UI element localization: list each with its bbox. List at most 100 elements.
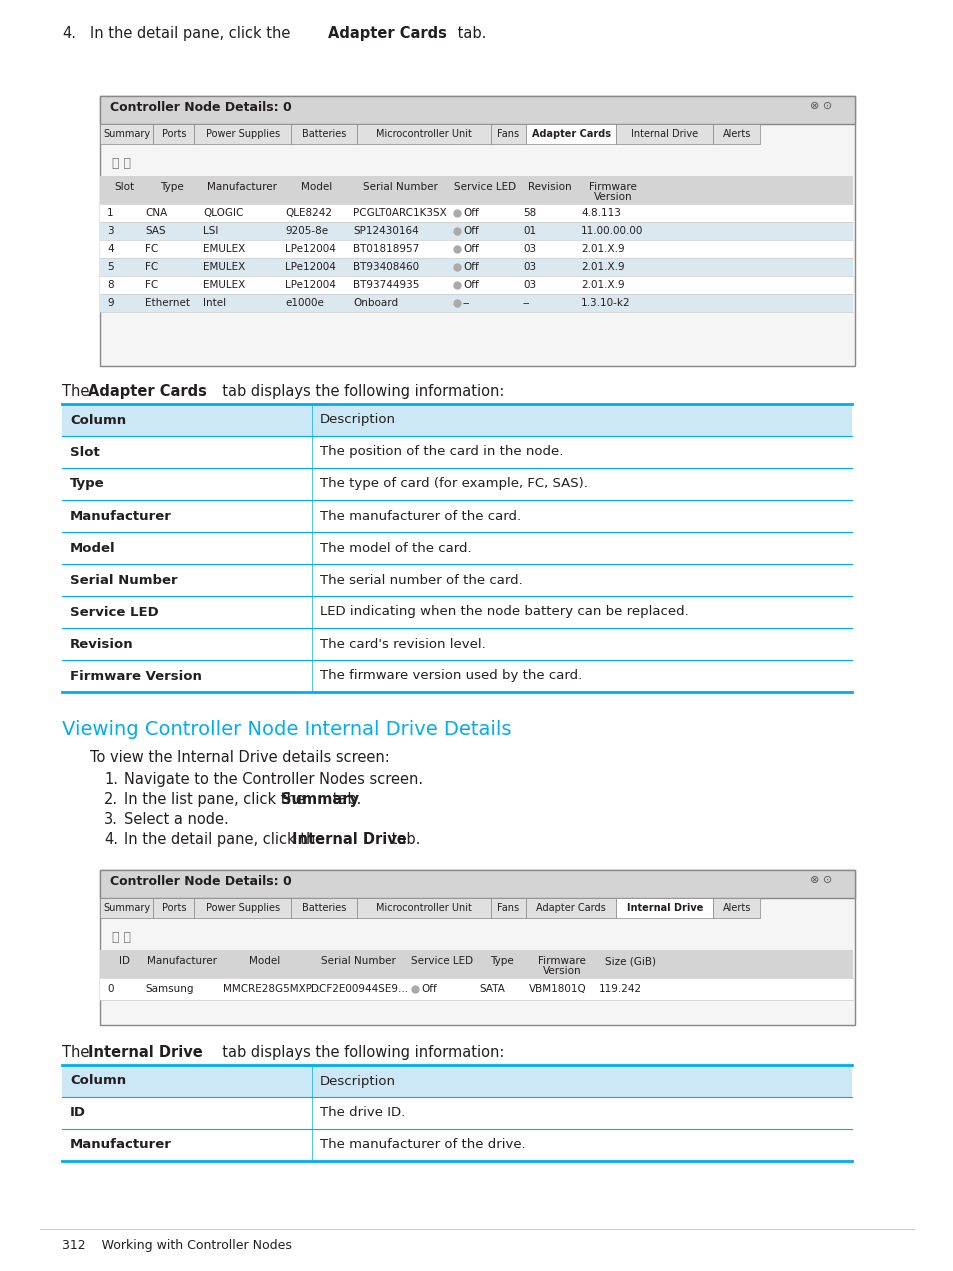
Text: Off: Off	[462, 208, 478, 219]
Bar	[291, 899, 356, 918]
Text: Internal Drive: Internal Drive	[88, 1045, 203, 1060]
Bar	[62, 468, 851, 500]
Text: To view the Internal Drive details screen:: To view the Internal Drive details scree…	[90, 750, 390, 765]
Text: The firmware version used by the card.: The firmware version used by the card.	[319, 670, 581, 683]
Text: QLOGIC: QLOGIC	[203, 208, 243, 219]
Text: Revision: Revision	[528, 182, 571, 192]
Bar	[62, 628, 851, 660]
Text: Service LED: Service LED	[454, 182, 516, 192]
Text: Service LED: Service LED	[411, 956, 473, 966]
Text: 2.01.X.9: 2.01.X.9	[580, 262, 624, 272]
Text: Controller Node Details: 0: Controller Node Details: 0	[110, 100, 292, 114]
Text: 1: 1	[107, 208, 113, 219]
Text: Manufacturer: Manufacturer	[207, 182, 276, 192]
Text: 4: 4	[107, 244, 113, 254]
Text: Microcontroller Unit: Microcontroller Unit	[375, 902, 472, 913]
Text: 03: 03	[522, 262, 536, 272]
Text: 1.3.10-k2: 1.3.10-k2	[580, 297, 630, 308]
Bar	[62, 596, 851, 628]
Bar	[100, 977, 852, 1000]
Bar	[194, 125, 291, 144]
Text: Description: Description	[319, 1074, 395, 1088]
Text: BT93744935: BT93744935	[353, 280, 419, 290]
Bar	[100, 240, 852, 258]
Text: Fans: Fans	[497, 902, 519, 913]
Bar	[491, 899, 525, 918]
Bar	[153, 899, 194, 918]
Text: In the list pane, click the: In the list pane, click the	[124, 792, 309, 807]
Text: Ports: Ports	[161, 128, 186, 139]
Text: The manufacturer of the card.: The manufacturer of the card.	[319, 510, 520, 522]
Text: Navigate to the Controller Nodes screen.: Navigate to the Controller Nodes screen.	[124, 771, 423, 787]
Text: --: --	[462, 297, 470, 308]
Bar	[153, 125, 194, 144]
Text: The: The	[62, 1045, 94, 1060]
Text: VBM1801Q: VBM1801Q	[529, 984, 586, 994]
Text: 4.8.113: 4.8.113	[580, 208, 620, 219]
Bar	[62, 500, 851, 533]
Text: Intel: Intel	[203, 297, 226, 308]
Text: Manufacturer: Manufacturer	[70, 1139, 172, 1152]
Bar	[100, 276, 852, 294]
Text: 312    Working with Controller Nodes: 312 Working with Controller Nodes	[62, 1239, 292, 1252]
Text: Viewing Controller Node Internal Drive Details: Viewing Controller Node Internal Drive D…	[62, 719, 511, 738]
Text: Off: Off	[462, 244, 478, 254]
Text: Revision: Revision	[70, 638, 133, 651]
Text: SP12430164: SP12430164	[353, 226, 418, 236]
Text: Batteries: Batteries	[301, 902, 346, 913]
Text: ID: ID	[70, 1107, 86, 1120]
Text: Summary: Summary	[103, 128, 151, 139]
Text: Slot: Slot	[113, 182, 134, 192]
Text: Firmware Version: Firmware Version	[70, 670, 202, 683]
Text: 1.: 1.	[104, 771, 118, 787]
Text: Power Supplies: Power Supplies	[206, 902, 279, 913]
Bar	[62, 1129, 851, 1160]
Text: Alerts: Alerts	[721, 128, 750, 139]
Text: --: --	[522, 297, 530, 308]
Text: Version: Version	[593, 192, 632, 202]
Bar	[616, 125, 713, 144]
Text: The: The	[62, 384, 94, 399]
Text: The serial number of the card.: The serial number of the card.	[319, 573, 522, 586]
Text: 11.00.00.00: 11.00.00.00	[580, 226, 642, 236]
Bar	[291, 125, 356, 144]
Text: The drive ID.: The drive ID.	[319, 1107, 405, 1120]
Text: 🔧 🔧: 🔧 🔧	[112, 930, 131, 944]
Text: Firmware: Firmware	[537, 956, 585, 966]
Text: ⊗ ⊙: ⊗ ⊙	[809, 874, 831, 885]
Bar	[713, 899, 760, 918]
Text: Off: Off	[462, 262, 478, 272]
Text: Samsung: Samsung	[145, 984, 193, 994]
Text: Internal Drive: Internal Drive	[631, 128, 698, 139]
Text: Serial Number: Serial Number	[362, 182, 437, 192]
Text: Slot: Slot	[70, 446, 100, 459]
Text: EMULEX: EMULEX	[203, 280, 245, 290]
Text: FC: FC	[145, 244, 158, 254]
Text: 58: 58	[522, 208, 536, 219]
Bar	[62, 404, 851, 436]
Text: In the detail pane, click the: In the detail pane, click the	[90, 25, 294, 41]
Text: Adapter Cards: Adapter Cards	[88, 384, 207, 399]
Text: Internal Drive: Internal Drive	[292, 833, 406, 846]
Text: Microcontroller Unit: Microcontroller Unit	[375, 128, 472, 139]
Text: FC: FC	[145, 280, 158, 290]
Text: Adapter Cards: Adapter Cards	[328, 25, 446, 41]
Text: LSI: LSI	[203, 226, 218, 236]
Text: Serial Number: Serial Number	[70, 573, 177, 586]
Text: Serial Number: Serial Number	[320, 956, 395, 966]
Text: Select a node.: Select a node.	[124, 812, 229, 827]
Bar	[491, 125, 525, 144]
Text: LPe12004: LPe12004	[285, 244, 335, 254]
Bar	[100, 294, 852, 311]
Text: tab.: tab.	[328, 792, 361, 807]
Text: SAS: SAS	[145, 226, 166, 236]
Text: PCGLT0ARC1K3SX: PCGLT0ARC1K3SX	[353, 208, 446, 219]
Bar	[100, 949, 852, 977]
Text: 2.01.X.9: 2.01.X.9	[580, 244, 624, 254]
Bar	[62, 436, 851, 468]
Text: 0: 0	[107, 984, 113, 994]
Text: Power Supplies: Power Supplies	[206, 128, 279, 139]
Text: Version: Version	[542, 966, 580, 976]
Bar	[100, 97, 854, 125]
Text: Type: Type	[70, 478, 105, 491]
